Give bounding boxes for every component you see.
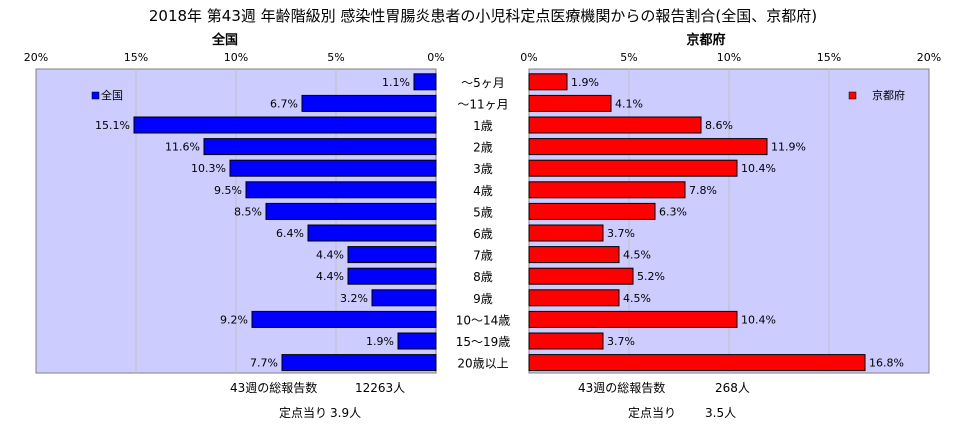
right-data-label: 8.6% (705, 119, 733, 132)
right-footer-label: 定点当り (628, 405, 676, 420)
left-data-label: 7.7% (250, 357, 278, 370)
right-bar (528, 289, 620, 307)
category-label: 10～14歳 (456, 313, 511, 327)
right-data-label: 5.2% (637, 270, 665, 283)
right-data-label: 6.3% (659, 205, 687, 218)
left-bar (133, 116, 437, 134)
category-label: 7歳 (473, 249, 493, 263)
right-axis-tick-label: 20% (917, 51, 941, 64)
right-bar (528, 332, 604, 350)
category-label: 9歳 (473, 292, 493, 306)
category-label: 1歳 (473, 119, 493, 133)
category-label: 20歳以上 (457, 357, 508, 371)
right-data-label: 4.5% (623, 292, 651, 305)
left-data-label: 4.4% (316, 270, 344, 283)
category-label: 6歳 (473, 227, 493, 241)
left-data-label: 15.1% (95, 119, 130, 132)
right-axis-tick-label: 5% (620, 51, 637, 64)
right-axis-tick-label: 0% (520, 51, 537, 64)
right-bar (528, 94, 612, 112)
left-panel-header: 全国 (211, 32, 238, 48)
right-data-label: 7.8% (689, 184, 717, 197)
left-data-label: 1.9% (366, 335, 394, 348)
right-data-label: 3.7% (607, 335, 635, 348)
left-legend-swatch (91, 91, 100, 100)
right-bar (528, 73, 568, 91)
left-axis-tick-label: 20% (24, 51, 48, 64)
right-bar (528, 116, 702, 134)
left-axis-tick-label: 15% (124, 51, 148, 64)
category-label: 2歳 (473, 141, 493, 155)
left-axis-tick-label: 10% (224, 51, 248, 64)
left-data-label: 3.2% (340, 292, 368, 305)
right-data-label: 3.7% (607, 227, 635, 240)
right-bar (528, 159, 738, 177)
category-label: 4歳 (473, 184, 493, 198)
left-bar (281, 354, 437, 372)
right-footer-value: 3.5人 (705, 406, 736, 420)
category-label: ～11ヶ月 (457, 97, 508, 111)
left-bar (251, 310, 437, 328)
left-bar (347, 267, 437, 285)
left-bar (307, 224, 437, 242)
left-data-label: 11.6% (165, 141, 200, 154)
left-bar (245, 181, 437, 199)
left-legend-label: 全国 (101, 88, 123, 102)
right-bar (528, 246, 620, 264)
right-panel-header: 京都府 (686, 32, 725, 48)
category-label: 5歳 (473, 205, 493, 219)
category-label: ～5ヶ月 (461, 76, 505, 90)
right-bar (528, 181, 686, 199)
category-label: 15～19歳 (456, 335, 511, 349)
right-legend-swatch (848, 91, 857, 100)
right-legend-label: 京都府 (872, 88, 905, 102)
left-footer-label: 43週の総報告数 (230, 380, 317, 395)
left-axis-tick-label: 5% (327, 51, 344, 64)
right-bar (528, 224, 604, 242)
left-data-label: 8.5% (234, 205, 262, 218)
left-bar (203, 138, 437, 156)
left-data-label: 6.7% (270, 97, 298, 110)
right-bar (528, 138, 768, 156)
right-bar (528, 354, 866, 372)
left-bar (397, 332, 437, 350)
right-data-label: 10.4% (741, 313, 776, 326)
right-data-label: 4.1% (615, 97, 643, 110)
right-axis-tick-label: 15% (817, 51, 841, 64)
left-bar (371, 289, 437, 307)
left-bar (413, 73, 437, 91)
left-footer-value: 12263人 (355, 381, 405, 395)
left-bar (301, 94, 437, 112)
category-label: 3歳 (473, 162, 493, 176)
left-bar (347, 246, 437, 264)
right-data-label: 11.9% (771, 141, 806, 154)
right-bar (528, 310, 738, 328)
left-data-label: 6.4% (276, 227, 304, 240)
right-data-label: 16.8% (869, 357, 904, 370)
category-label: 8歳 (473, 270, 493, 284)
left-bar (229, 159, 437, 177)
left-footer-value: 3.9人 (330, 406, 361, 420)
right-data-label: 1.9% (571, 76, 599, 89)
left-data-label: 1.1% (382, 76, 410, 89)
right-bar (528, 267, 634, 285)
right-footer-value: 268人 (715, 381, 750, 395)
left-axis-tick-label: 0% (427, 51, 444, 64)
right-data-label: 4.5% (623, 249, 651, 262)
left-data-label: 9.5% (214, 184, 242, 197)
left-data-label: 4.4% (316, 249, 344, 262)
chart-title: 2018年 第43週 年齢階級別 感染性胃腸炎患者の小児科定点医療機関からの報告… (149, 7, 817, 25)
left-bar (265, 202, 437, 220)
left-footer-label: 定点当り (279, 405, 327, 420)
right-data-label: 10.4% (741, 162, 776, 175)
right-footer-label: 43週の総報告数 (578, 380, 665, 395)
left-data-label: 9.2% (220, 313, 248, 326)
left-data-label: 10.3% (191, 162, 226, 175)
right-axis-tick-label: 10% (717, 51, 741, 64)
right-bar (528, 202, 656, 220)
